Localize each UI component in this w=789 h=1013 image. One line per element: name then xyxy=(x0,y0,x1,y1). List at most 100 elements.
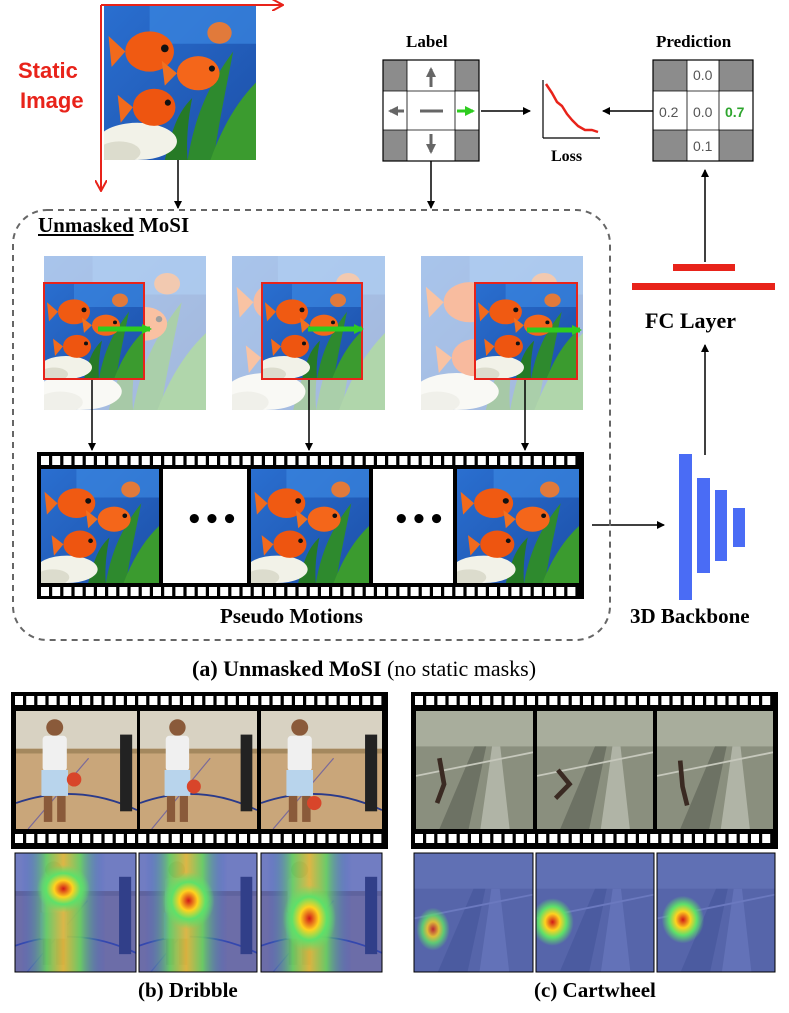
film-sprocket-hole xyxy=(183,696,191,705)
film-sprocket-hole xyxy=(317,696,326,705)
film-sprocket-hole xyxy=(298,456,307,465)
film-sprocket-hole xyxy=(209,587,217,596)
film-sprocket-hole xyxy=(321,587,329,596)
film-sprocket-hole xyxy=(627,834,636,843)
film-sprocket-hole xyxy=(265,587,273,596)
caption-a-normal: (no static masks) xyxy=(381,656,537,681)
film-sprocket-hole xyxy=(52,456,61,465)
film-sprocket-hole xyxy=(164,456,173,465)
film-sprocket-hole xyxy=(37,696,46,705)
film-sprocket-hole xyxy=(549,696,558,705)
film-sprocket-hole xyxy=(762,834,771,843)
film-sprocket-hole xyxy=(272,834,281,843)
film-sprocket-hole xyxy=(48,834,57,843)
film-sprocket-hole xyxy=(751,834,759,843)
film-sprocket-hole xyxy=(309,587,318,596)
film-sprocket-hole xyxy=(82,696,91,705)
film-sprocket-hole xyxy=(63,456,72,465)
film-sprocket-hole xyxy=(328,696,337,705)
film-sprocket-hole xyxy=(639,696,647,705)
film-sprocket-hole xyxy=(171,834,180,843)
film-sprocket-hole xyxy=(138,834,147,843)
film-sprocket-hole xyxy=(728,696,737,705)
film-sprocket-hole xyxy=(351,696,359,705)
film-sprocket-hole xyxy=(471,834,479,843)
film-sprocket-hole xyxy=(437,696,446,705)
film-sprocket-hole xyxy=(437,834,446,843)
film-sprocket-hole xyxy=(444,587,453,596)
film-sprocket-hole xyxy=(706,696,715,705)
film-sprocket-hole xyxy=(594,696,603,705)
film-sprocket-hole xyxy=(71,834,79,843)
film-sprocket-hole xyxy=(504,696,513,705)
film-sprocket-hole xyxy=(127,834,135,843)
film-sprocket-hole xyxy=(399,587,408,596)
film-sprocket-hole xyxy=(26,834,35,843)
static-image-label-line1: Static xyxy=(18,58,78,83)
film-sprocket-hole xyxy=(261,834,270,843)
film-sprocket-hole xyxy=(538,834,547,843)
film-sprocket-hole xyxy=(253,587,262,596)
film-sprocket-hole xyxy=(138,696,147,705)
pseudo-motion-frame-3 xyxy=(421,256,583,410)
pseudo-motion-frame-2 xyxy=(232,256,385,410)
film-sprocket-hole xyxy=(216,834,225,843)
prediction-top-value: 0.0 xyxy=(693,67,713,83)
film-sprocket-hole xyxy=(197,587,206,596)
film-sprocket-hole xyxy=(605,696,614,705)
film-sprocket-hole xyxy=(650,834,659,843)
film-sprocket-hole xyxy=(115,834,124,843)
film-sprocket-hole xyxy=(239,834,247,843)
film-sprocket-hole xyxy=(762,696,771,705)
film-sprocket-hole xyxy=(74,587,83,596)
film-sprocket-hole xyxy=(545,456,553,465)
mosi-title-underlined: Unmasked xyxy=(38,213,134,237)
mosi-dashed-box xyxy=(12,209,611,641)
film-sprocket-hole xyxy=(616,696,625,705)
film-sprocket-hole xyxy=(377,456,385,465)
film-sprocket-hole xyxy=(583,834,591,843)
film-sprocket-hole xyxy=(650,696,659,705)
film-sprocket-hole xyxy=(220,456,229,465)
film-sprocket-hole xyxy=(751,696,759,705)
film-sprocket-hole xyxy=(227,696,236,705)
film-sprocket-hole xyxy=(415,696,423,705)
film-sprocket-hole xyxy=(444,456,453,465)
film-sprocket-hole xyxy=(231,587,240,596)
film-sprocket-hole xyxy=(343,587,352,596)
film-sprocket-hole xyxy=(695,696,703,705)
film-sprocket-hole xyxy=(594,834,603,843)
mosi-box-title: Unmasked MoSI xyxy=(38,213,189,238)
film-sprocket-hole xyxy=(695,834,703,843)
film-sprocket-hole xyxy=(41,587,49,596)
film-sprocket-hole xyxy=(209,456,217,465)
film-sprocket-hole xyxy=(455,456,464,465)
film-sprocket-hole xyxy=(63,587,72,596)
film-sprocket-hole xyxy=(500,456,509,465)
film-sprocket-hole xyxy=(242,587,251,596)
prediction-grid xyxy=(652,59,754,162)
film-sprocket-hole xyxy=(104,834,113,843)
film-sprocket-hole xyxy=(672,834,681,843)
film-sprocket-hole xyxy=(362,834,371,843)
film-sprocket-hole xyxy=(48,696,57,705)
film-sprocket-hole xyxy=(373,834,382,843)
film-sprocket-hole xyxy=(533,587,542,596)
film-sprocket-hole xyxy=(15,834,23,843)
film-sprocket-hole xyxy=(527,696,535,705)
film-sprocket-hole xyxy=(388,587,397,596)
film-sprocket-hole xyxy=(459,834,468,843)
loss-title: Loss xyxy=(551,148,583,165)
film-sprocket-hole xyxy=(298,587,307,596)
backbone-label: 3D Backbone xyxy=(630,604,750,628)
film-sprocket-hole xyxy=(560,696,569,705)
film-sprocket-hole xyxy=(426,834,435,843)
film-sprocket-hole xyxy=(433,456,441,465)
prediction-bottom-value: 0.1 xyxy=(693,138,713,154)
film-sprocket-hole xyxy=(37,834,46,843)
film-sprocket-hole xyxy=(410,587,419,596)
cartwheel-film-strip xyxy=(411,692,778,849)
film-sprocket-hole xyxy=(108,456,117,465)
film-sprocket-hole xyxy=(317,834,326,843)
film-sprocket-hole xyxy=(533,456,542,465)
